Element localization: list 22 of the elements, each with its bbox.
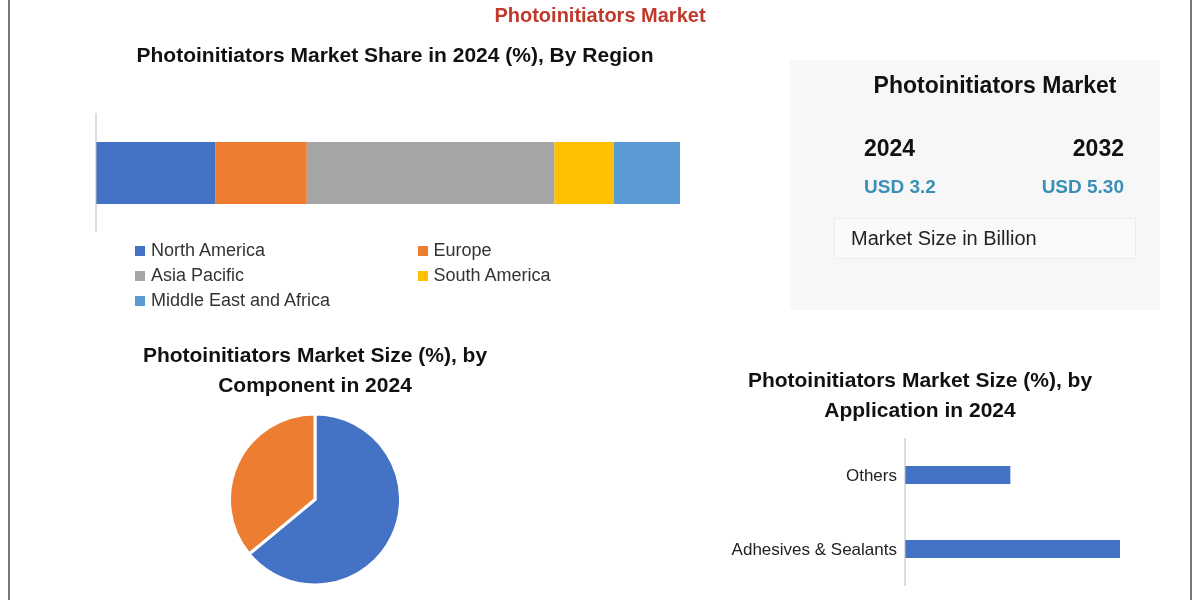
bar xyxy=(614,142,680,204)
chart-title: Photoinitiators Market Share in 2024 (%), By Region xyxy=(135,42,655,68)
text: 2024 xyxy=(864,135,917,162)
bar xyxy=(554,142,615,204)
legend-label: Middle East and Africa xyxy=(151,290,331,311)
bar xyxy=(215,142,307,204)
bar xyxy=(306,142,555,204)
text: 2032 xyxy=(1071,135,1124,162)
text: Photoinitiators Market xyxy=(493,4,707,27)
legend-label: Europe xyxy=(433,240,492,261)
text: Market Size in Billion xyxy=(834,218,1136,259)
chart-title: Photoinitiators Market Size (%), by Component in 2024 xyxy=(141,342,489,398)
legend-label: South America xyxy=(433,265,551,286)
legend-label: Asia Pacific xyxy=(151,265,245,286)
y-tick-label: Adhesives & Sealants xyxy=(731,540,897,560)
text: Photoinitiators Market xyxy=(872,72,1118,99)
bar xyxy=(96,142,216,204)
text: USD 5.30 xyxy=(1041,176,1124,198)
legend-label: North America xyxy=(151,240,266,261)
text: USD 3.2 xyxy=(864,176,936,198)
y-tick-label: Others xyxy=(845,466,897,486)
chart-title: Photoinitiators Market Size (%), by Application in 2024 xyxy=(746,367,1094,423)
